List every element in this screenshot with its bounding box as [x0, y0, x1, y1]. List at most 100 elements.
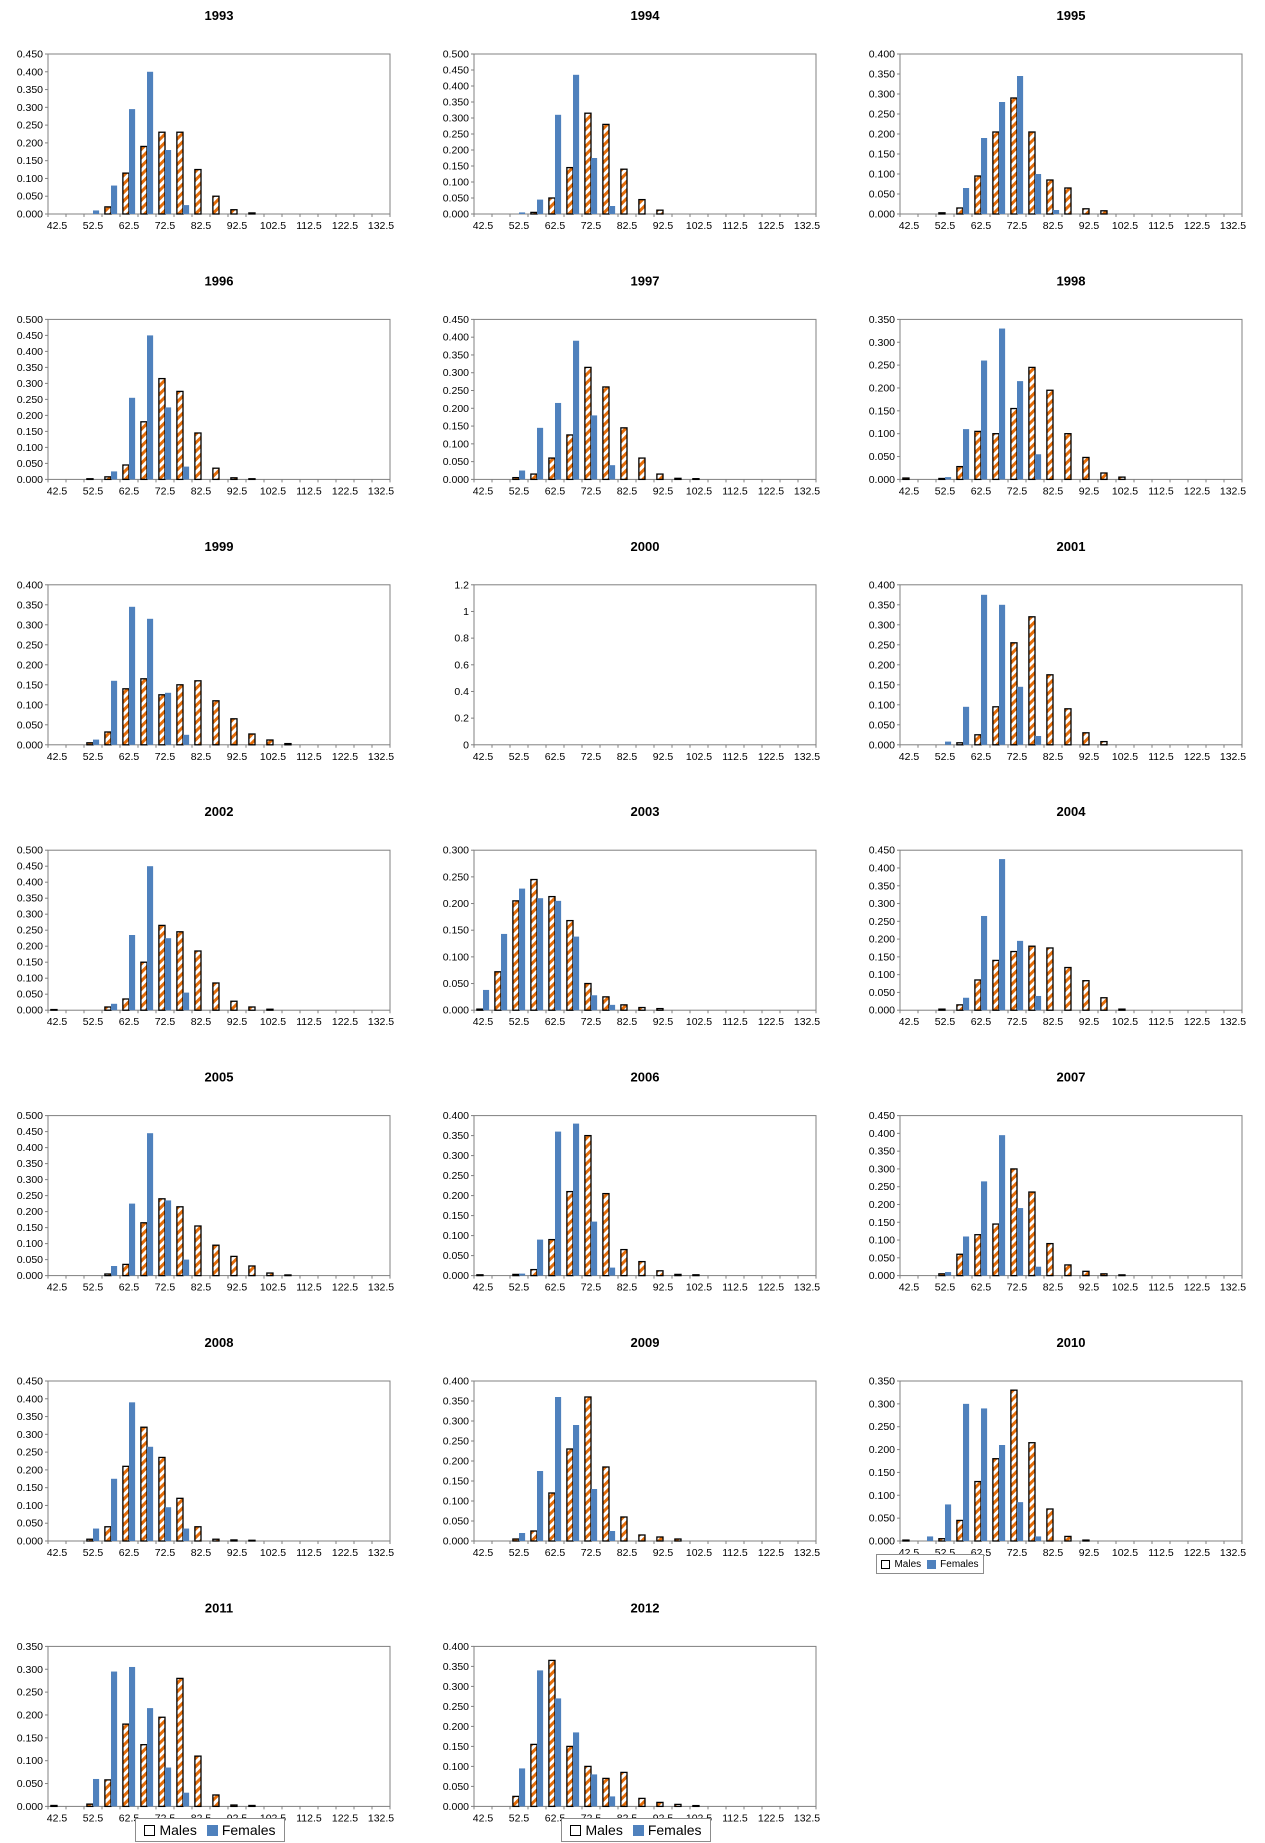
y-tick-label: 0.350 [17, 893, 43, 905]
y-tick-label: 0.050 [17, 191, 43, 203]
bar-males [1100, 1273, 1108, 1277]
bar-females [165, 150, 172, 214]
bar-males [992, 706, 1000, 746]
bar-females [963, 188, 970, 214]
y-tick-label: 0.000 [869, 739, 895, 751]
x-tick-label: 122.5 [758, 751, 784, 763]
y-tick-label: 0.150 [869, 405, 895, 417]
x-tick-label: 82.5 [191, 751, 212, 763]
x-tick-label: 92.5 [227, 1282, 248, 1294]
x-tick-label: 52.5 [509, 220, 530, 232]
x-tick-label: 62.5 [119, 485, 140, 497]
bar-females [609, 465, 616, 480]
bar-males [1100, 997, 1108, 1011]
x-tick-label: 42.5 [899, 485, 920, 497]
x-tick-label: 122.5 [758, 220, 784, 232]
plot-area [473, 1380, 817, 1542]
y-tick-label: 0.250 [17, 925, 43, 937]
bar-males [50, 1804, 58, 1808]
bar-females [129, 1666, 136, 1807]
bar-males [476, 1008, 484, 1011]
x-tick-label: 82.5 [191, 1547, 212, 1559]
y-tick-label: 0.500 [443, 49, 469, 61]
bar-males [284, 1274, 292, 1277]
bar-females [537, 1471, 544, 1541]
bar-males [530, 211, 538, 215]
bar-males [956, 742, 964, 746]
x-tick-label: 72.5 [581, 751, 602, 763]
plot-area [473, 53, 817, 215]
bar-males [584, 1765, 592, 1808]
bar-males [602, 1777, 610, 1808]
chart-title: 2011 [205, 1600, 233, 1615]
males-swatch-icon [570, 1824, 582, 1836]
x-tick-label: 112.5 [296, 485, 322, 497]
y-tick-label: 0.450 [17, 861, 43, 873]
x-tick-label: 132.5 [794, 1016, 820, 1028]
bar-females [963, 429, 970, 480]
y-tick-label: 0.300 [443, 845, 469, 857]
x-tick-label: 122.5 [332, 485, 358, 497]
bar-males [602, 996, 610, 1011]
bar-males [620, 427, 628, 481]
y-tick-label: 0.500 [17, 845, 43, 857]
chart-panel-2007: 2007 0.000 0.050 0.100 0.150 0.200 0.250 0.300 0… [869, 1070, 1247, 1294]
y-tick-label: 0.300 [17, 1429, 43, 1441]
y-tick-label: 0.100 [869, 969, 895, 981]
x-tick-label: 112.5 [1148, 751, 1174, 763]
females-swatch-icon [206, 1824, 218, 1836]
y-tick-label: 0.200 [443, 1456, 469, 1468]
bar-males [1028, 131, 1036, 215]
y-tick-label: 0.350 [17, 362, 43, 374]
legend-females-label: Females [647, 1822, 702, 1838]
bar-males [902, 477, 910, 481]
y-tick-label: 0.200 [17, 659, 43, 671]
bar-males [140, 961, 148, 1011]
bar-females [1035, 1266, 1042, 1276]
x-tick-label: 122.5 [332, 220, 358, 232]
bar-males [512, 1795, 520, 1808]
y-tick-label: 0.300 [443, 1681, 469, 1693]
x-tick-label: 102.5 [260, 751, 286, 763]
y-tick-label: 1.2 [454, 579, 469, 591]
chart-panel-2008: 2008 0.000 0.050 0.100 0.150 0.200 0.250 0.300 0… [17, 1335, 395, 1559]
bar-males [566, 1745, 574, 1808]
y-tick-label: 0.350 [17, 599, 43, 611]
y-tick-label: 0.000 [443, 474, 469, 486]
bar-females [129, 606, 136, 745]
x-tick-label: 92.5 [653, 1547, 674, 1559]
x-tick-label: 62.5 [119, 751, 140, 763]
y-tick-label: 0.050 [869, 1513, 895, 1525]
chart-title: 1999 [205, 539, 234, 554]
x-tick-label: 132.5 [368, 1282, 394, 1294]
bar-females [183, 734, 190, 745]
bar-males [140, 1222, 148, 1277]
y-tick-label: 0.300 [17, 378, 43, 390]
y-tick-label: 0.050 [443, 1250, 469, 1262]
bar-males [638, 1260, 646, 1277]
bar-males [1046, 947, 1054, 1011]
y-tick-label: 0.000 [869, 1270, 895, 1282]
bar-males [602, 1192, 610, 1277]
bar-males [176, 1206, 184, 1277]
x-tick-label: 102.5 [260, 220, 286, 232]
bar-females [1035, 1536, 1042, 1541]
y-tick-label: 0.300 [443, 1150, 469, 1162]
males-swatch-icon [144, 1824, 156, 1836]
bar-males [638, 1797, 646, 1808]
bar-males [1100, 740, 1108, 746]
x-tick-label: 112.5 [296, 1282, 322, 1294]
bar-females [591, 1221, 598, 1276]
x-tick-label: 72.5 [1007, 220, 1028, 232]
y-tick-label: 0.000 [869, 209, 895, 221]
y-tick-label: 0.150 [443, 925, 469, 937]
x-tick-label: 132.5 [1220, 1282, 1246, 1294]
x-tick-label: 62.5 [119, 220, 140, 232]
y-tick-label: 0.350 [869, 1146, 895, 1158]
x-tick-label: 112.5 [722, 1812, 748, 1824]
bar-males [956, 1253, 964, 1277]
bar-females [555, 402, 562, 480]
bar-males [938, 212, 946, 215]
x-tick-label: 92.5 [1079, 485, 1100, 497]
y-tick-label: 0.300 [443, 113, 469, 125]
